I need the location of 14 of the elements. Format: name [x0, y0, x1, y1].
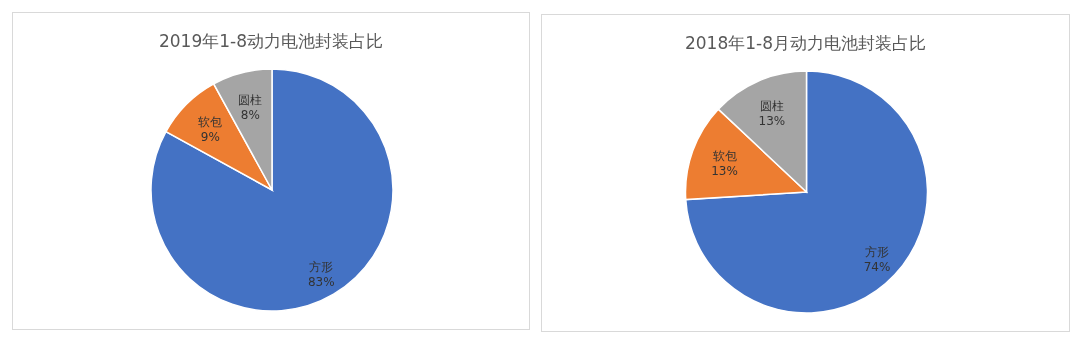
data-label: 8%: [240, 107, 260, 122]
chart-title: 2019年1-8动力电池封装占比: [158, 31, 384, 51]
data-label: 83%: [307, 275, 335, 290]
slice-label: 方形: [865, 245, 890, 260]
chart-title: 2018年1-8月动力电池封装占比: [684, 33, 927, 53]
slice-label: 圆柱: [238, 92, 263, 107]
data-label: 9%: [200, 130, 220, 145]
data-label: 13%: [758, 114, 786, 129]
data-label: 13%: [711, 164, 738, 179]
slice-label: 圆柱: [759, 99, 784, 114]
data-label: 74%: [863, 260, 891, 275]
slice-label: 方形: [309, 260, 334, 275]
slice-label: 软包: [712, 149, 737, 164]
slice-label: 软包: [198, 115, 223, 130]
